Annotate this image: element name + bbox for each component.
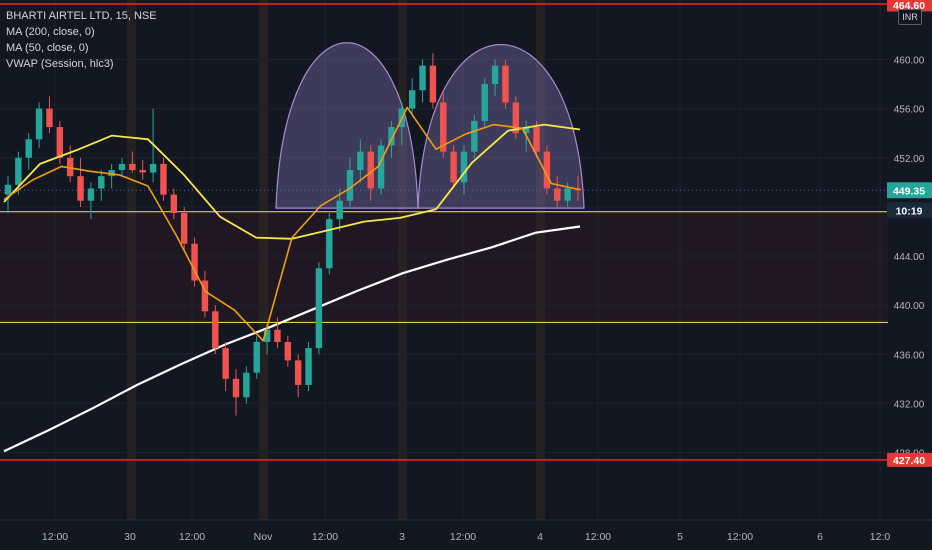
y-tick-label: 452.00 — [894, 154, 925, 165]
candle-body — [315, 268, 323, 349]
candle-body — [66, 157, 74, 177]
candle-body — [450, 151, 457, 183]
candle-body — [15, 157, 22, 185]
candle-body — [139, 170, 146, 173]
candle-body — [263, 329, 271, 342]
x-tick-label: 30 — [124, 531, 136, 543]
legend-ma50[interactable]: MA (50, close, 0) — [6, 42, 89, 54]
x-tick-label: 3 — [399, 531, 405, 543]
ma200-line — [3, 225, 581, 453]
x-tick-label: 12:00 — [42, 531, 68, 543]
candle-body — [25, 139, 32, 158]
candle-body — [440, 102, 447, 152]
candle-body — [222, 348, 229, 379]
candle-body — [554, 188, 561, 201]
candle-body — [408, 90, 416, 109]
session-divider-0 — [127, 0, 136, 520]
candle-body — [419, 65, 426, 91]
candle-body — [180, 213, 188, 244]
candle-body — [253, 341, 260, 373]
y-tick-label: 436.00 — [894, 350, 925, 361]
x-tick-label: 4 — [537, 531, 543, 543]
level-layer — [0, 3, 888, 461]
candle-body — [212, 311, 219, 349]
price-label-last-bg — [887, 182, 932, 199]
x-tick-label: 12:00 — [727, 531, 753, 543]
vwap-layer — [3, 106, 581, 342]
candle-body — [388, 127, 395, 146]
candle-body — [491, 65, 499, 85]
candle-body — [232, 378, 240, 398]
candle-body — [305, 348, 312, 385]
price-label-top-bg — [887, 0, 932, 12]
candle-body — [522, 127, 530, 134]
candle-body — [4, 184, 12, 195]
x-tick-label: 12:00 — [179, 531, 205, 543]
legend-vwap[interactable]: VWAP (Session, hlc3) — [6, 58, 114, 70]
candle-body — [460, 151, 468, 183]
y-tick-label: 460.00 — [894, 55, 925, 66]
x-tick-label: 6 — [817, 531, 823, 543]
candle-body — [336, 200, 343, 220]
candle-body — [502, 65, 509, 103]
price-label-bottom-bg — [887, 452, 932, 467]
vwap-line — [3, 106, 581, 342]
candle-body — [35, 108, 43, 140]
grid-layer — [0, 0, 888, 520]
candle-body — [56, 127, 64, 158]
currency-badge[interactable]: INR — [898, 9, 922, 25]
y-tick-label: 444.00 — [894, 252, 925, 263]
x-tick-label: 12:00 — [450, 531, 476, 543]
y-tick-label: 432.00 — [894, 399, 925, 410]
candle-body — [243, 372, 250, 398]
candle-body — [429, 65, 437, 103]
x-tick-label: 12:00 — [585, 531, 611, 543]
candle-body — [191, 243, 198, 281]
candle-body — [533, 127, 540, 152]
candle-body — [564, 188, 571, 201]
candle-body — [118, 163, 126, 171]
candle-body — [284, 341, 292, 361]
price-label-last: 449.35 — [893, 185, 925, 197]
y-tick-label: 440.00 — [894, 301, 925, 312]
candle-body — [471, 120, 478, 152]
candle-body — [377, 145, 385, 189]
countdown-label-bg — [887, 202, 932, 219]
candle-body — [274, 329, 281, 342]
candle-body — [512, 102, 520, 134]
candle-body — [108, 170, 115, 177]
countdown-label: 10:19 — [896, 205, 923, 217]
ma200-layer — [3, 225, 581, 453]
candle-body — [77, 176, 84, 201]
legend-ma200[interactable]: MA (200, close, 0) — [6, 26, 95, 38]
legend-symbol[interactable]: BHARTI AIRTEL LTD, 15, NSE — [6, 10, 157, 22]
candle-body — [201, 280, 209, 312]
candle-body — [46, 108, 53, 128]
candle-body — [294, 360, 302, 385]
x-tick-label: 12:0 — [870, 531, 891, 543]
candle-body — [129, 163, 136, 171]
chart-legend: BHARTI AIRTEL LTD, 15, NSE MA (200, clos… — [6, 8, 157, 72]
candle-body — [357, 151, 364, 171]
candle-body — [346, 170, 354, 201]
candle-body — [367, 151, 374, 189]
candle-body — [326, 219, 333, 269]
candle-body — [543, 151, 551, 189]
y-tick-label: 456.00 — [894, 105, 925, 116]
candle-body — [98, 176, 105, 189]
candle-body — [87, 188, 95, 201]
candle-layer — [4, 53, 582, 416]
candle-body — [481, 84, 488, 121]
x-tick-label: 12:00 — [312, 531, 338, 543]
price-label-bottom: 427.40 — [893, 455, 925, 467]
candle-body — [149, 163, 157, 173]
x-tick-label: Nov — [254, 531, 273, 543]
candle-body — [160, 163, 167, 195]
x-tick-label: 5 — [677, 531, 683, 543]
candle-body — [170, 194, 178, 214]
